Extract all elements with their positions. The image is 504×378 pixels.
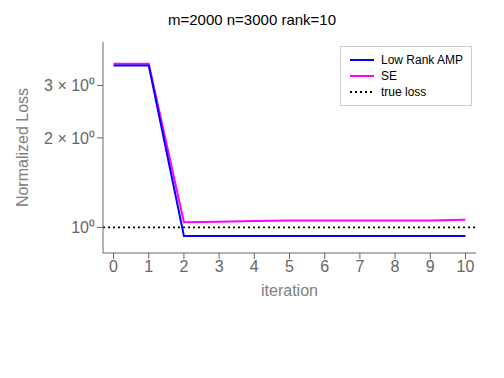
svg-text:10⁰: 10⁰ xyxy=(71,219,95,236)
svg-text:3 × 10⁰: 3 × 10⁰ xyxy=(44,77,95,94)
html-text:m=2000 n=3000 rank=10: m=2000 n=3000 rank=10 xyxy=(168,11,336,28)
svg-text:8: 8 xyxy=(391,258,400,275)
html-text:SE: SE xyxy=(381,69,397,83)
svg-text:10: 10 xyxy=(457,258,475,275)
svg-text:0: 0 xyxy=(109,258,118,275)
svg-text:7: 7 xyxy=(355,258,364,275)
svg-text:iteration: iteration xyxy=(261,282,318,299)
svg-text:5: 5 xyxy=(285,258,294,275)
svg-text:9: 9 xyxy=(426,258,435,275)
svg-text:2: 2 xyxy=(179,258,188,275)
svg-text:6: 6 xyxy=(320,258,329,275)
svg-text:1: 1 xyxy=(144,258,153,275)
svg-text:2 × 10⁰: 2 × 10⁰ xyxy=(44,130,95,147)
svg-text:4: 4 xyxy=(250,258,259,275)
svg-text:3: 3 xyxy=(215,258,224,275)
html-text:true loss: true loss xyxy=(381,85,427,99)
html-text:Low Rank AMP: Low Rank AMP xyxy=(381,53,463,67)
svg-text:Normalized Loss: Normalized Loss xyxy=(14,88,31,207)
